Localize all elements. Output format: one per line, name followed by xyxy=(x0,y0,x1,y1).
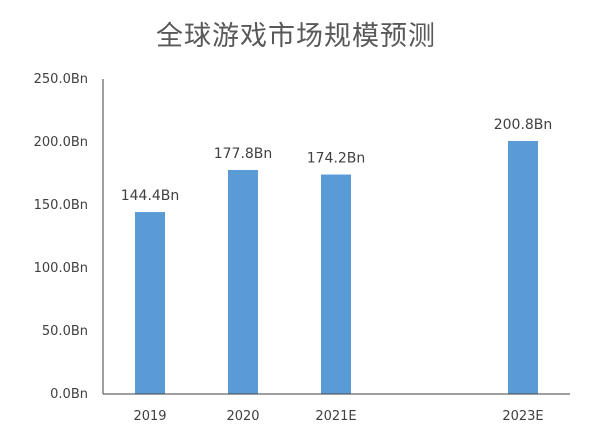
y-tick-label: 250.0Bn xyxy=(34,72,88,87)
y-axis: 0.0Bn 50.0Bn 100.0Bn 150.0Bn 200.0Bn 250.0Bn xyxy=(34,72,104,402)
data-label: 174.2Bn xyxy=(307,151,366,167)
data-label: 177.8Bn xyxy=(214,146,273,162)
data-labels: 144.4Bn 177.8Bn 174.2Bn 200.8Bn xyxy=(121,117,553,204)
y-tick-label: 100.0Bn xyxy=(34,261,88,276)
data-label: 200.8Bn xyxy=(494,117,553,133)
bar xyxy=(508,140,538,394)
y-tick-label: 200.0Bn xyxy=(34,135,88,150)
y-tick-label: 50.0Bn xyxy=(42,324,88,339)
bar xyxy=(321,174,351,394)
y-tick-label: 150.0Bn xyxy=(34,198,88,213)
bar xyxy=(228,169,258,394)
chart-title: 全球游戏市场规模预测 xyxy=(156,21,436,52)
x-tick-label: 2019 xyxy=(133,409,166,424)
bar xyxy=(135,212,165,394)
bars xyxy=(135,140,538,394)
x-tick-label: 2023E xyxy=(502,409,543,424)
y-tick-label: 0.0Bn xyxy=(50,387,88,402)
x-tick-label: 2020 xyxy=(226,409,259,424)
x-tick-label: 2021E xyxy=(315,409,356,424)
data-label: 144.4Bn xyxy=(121,188,180,204)
x-axis: 2019 2020 2021E 2023E xyxy=(103,393,570,424)
